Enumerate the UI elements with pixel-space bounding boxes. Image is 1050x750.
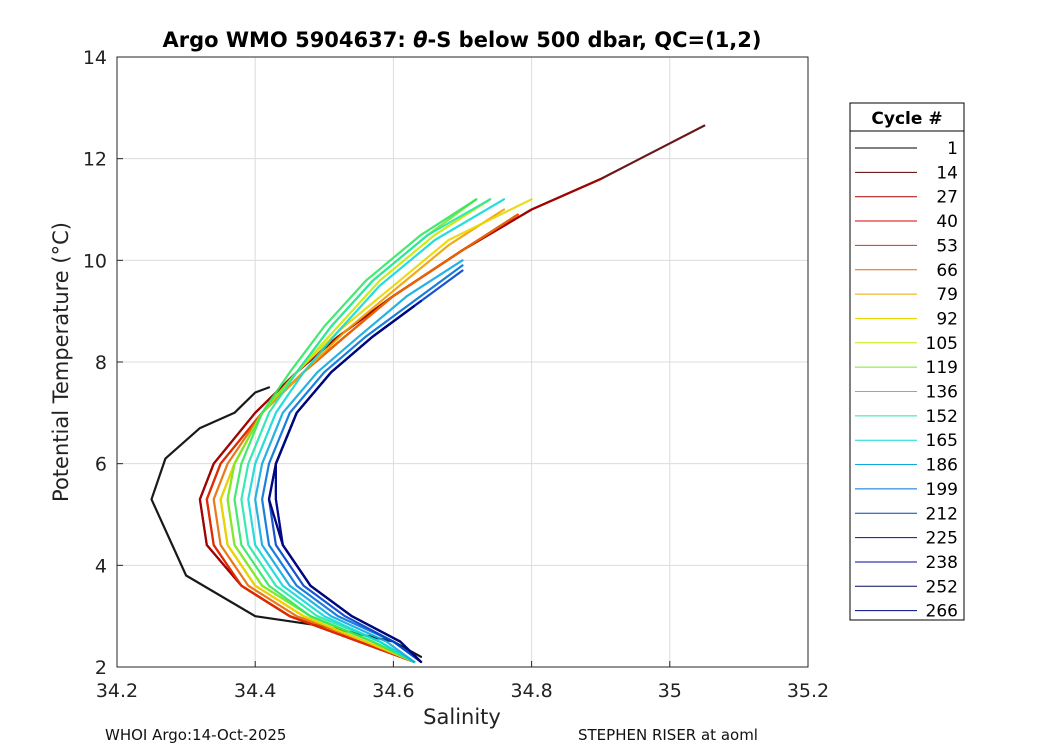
x-tick-label: 34.2 (96, 680, 138, 702)
legend: Cycle # 1 14 27 40 53 66 79 92 105 119 136 152 165 18… (849, 102, 965, 622)
y-tick-label: 2 (95, 657, 107, 679)
legend-label: 238 (926, 553, 958, 573)
x-tick-label: 34.8 (510, 680, 552, 702)
legend-label: 266 (926, 602, 958, 622)
profile-line-cycle-199 (261, 264, 464, 664)
legend-label: 79 (936, 285, 958, 305)
legend-label: 119 (926, 358, 958, 378)
axis-ticks: 34.2 34.4 34.6 34.8 35 35.2 2 4 6 8 10 12 14 (83, 47, 829, 702)
y-tick-label: 14 (83, 47, 107, 69)
footer-left: WHOI Argo:14-Oct-2025 (105, 726, 286, 744)
profile-line-cycle-165 (247, 198, 506, 664)
chart-title: Argo WMO 5904637: θ-S below 500 dbar, QC… (162, 28, 761, 52)
legend-label: 66 (936, 261, 958, 281)
legend-label: 1 (947, 139, 958, 159)
legend-box (849, 102, 965, 621)
legend-label: 105 (926, 334, 958, 354)
y-tick-label: 10 (83, 250, 107, 272)
legend-title: Cycle # (871, 109, 942, 129)
legend-label: 165 (926, 431, 958, 451)
profile-curves (150, 124, 706, 664)
x-tick-label: 34.4 (234, 680, 276, 702)
legend-label: 14 (936, 163, 958, 183)
y-tick-label: 6 (95, 454, 107, 476)
profile-line-cycle-152 (240, 198, 492, 664)
footer-right: STEPHEN RISER at aoml (578, 726, 758, 744)
y-tick-label: 8 (95, 352, 107, 374)
x-tick-label: 35.2 (787, 680, 829, 702)
legend-label: 53 (936, 236, 958, 256)
legend-items: 1 14 27 40 53 66 79 92 105 119 136 152 165 186 199 212 2… (855, 139, 958, 622)
profile-line-cycle-66 (212, 213, 519, 664)
profile-line-cycle-266 (267, 305, 423, 664)
x-axis-label: Salinity (423, 705, 501, 729)
legend-label: 27 (936, 188, 958, 208)
profile-line-cycle-136 (233, 198, 478, 664)
y-tick-label: 4 (95, 555, 107, 577)
legend-label: 40 (936, 212, 958, 232)
legend-label: 212 (926, 504, 958, 524)
x-tick-label: 34.6 (372, 680, 414, 702)
legend-label: 252 (926, 577, 958, 597)
y-tick-label: 12 (83, 149, 107, 171)
legend-label: 186 (926, 456, 958, 476)
profile-line-cycle-186 (254, 259, 464, 664)
y-axis-label: Potential Temperature (°C) (49, 222, 73, 502)
legend-label: 152 (926, 407, 958, 427)
legend-label: 225 (926, 529, 958, 549)
legend-label: 136 (926, 383, 958, 403)
x-tick-label: 35 (658, 680, 682, 702)
legend-label: 199 (926, 480, 958, 500)
legend-label: 92 (936, 309, 958, 329)
